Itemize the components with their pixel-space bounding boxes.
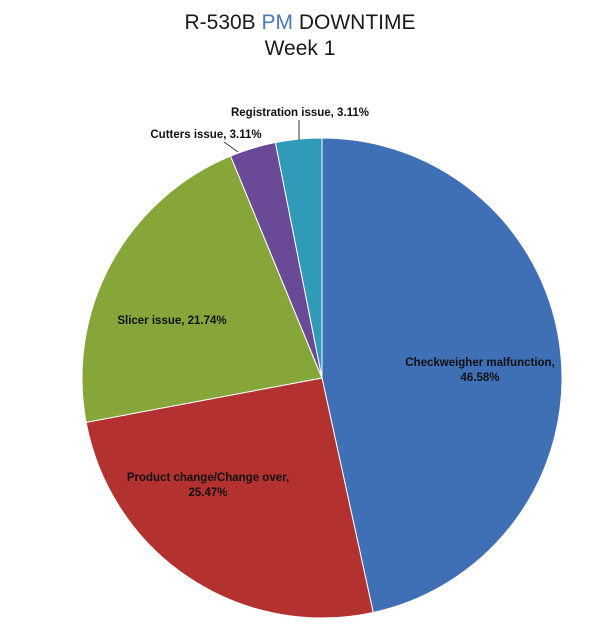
title-highlight: PM (261, 11, 294, 34)
data-label: Registration issue, 3.11% (231, 107, 369, 119)
title-suffix: DOWNTIME (293, 11, 416, 34)
chart-title: R-530B PM DOWNTIME Week 1 (0, 10, 600, 62)
pie-slice-product-change-change-over (85, 377, 374, 619)
data-label: Slicer issue, 21.74% (117, 315, 226, 327)
pie-slice-slicer-issue (81, 155, 323, 423)
data-label: Checkweigher malfunction, 46.58% (405, 357, 555, 384)
pie-labels: Checkweigher malfunction, 46.58% Product c… (117, 107, 554, 499)
title-prefix: R-530B (184, 11, 262, 34)
chart-title-line2: Week 1 (264, 37, 336, 60)
data-label: Product change/Change over, 25.47% (127, 472, 289, 499)
leader-line (223, 141, 239, 153)
chart-title-line1: R-530B PM DOWNTIME (0, 10, 600, 36)
data-label: Cutters issue, 3.11% (150, 129, 261, 141)
pie-slice-checkweigher-malfunction (321, 137, 563, 614)
pie-slices (81, 137, 563, 619)
